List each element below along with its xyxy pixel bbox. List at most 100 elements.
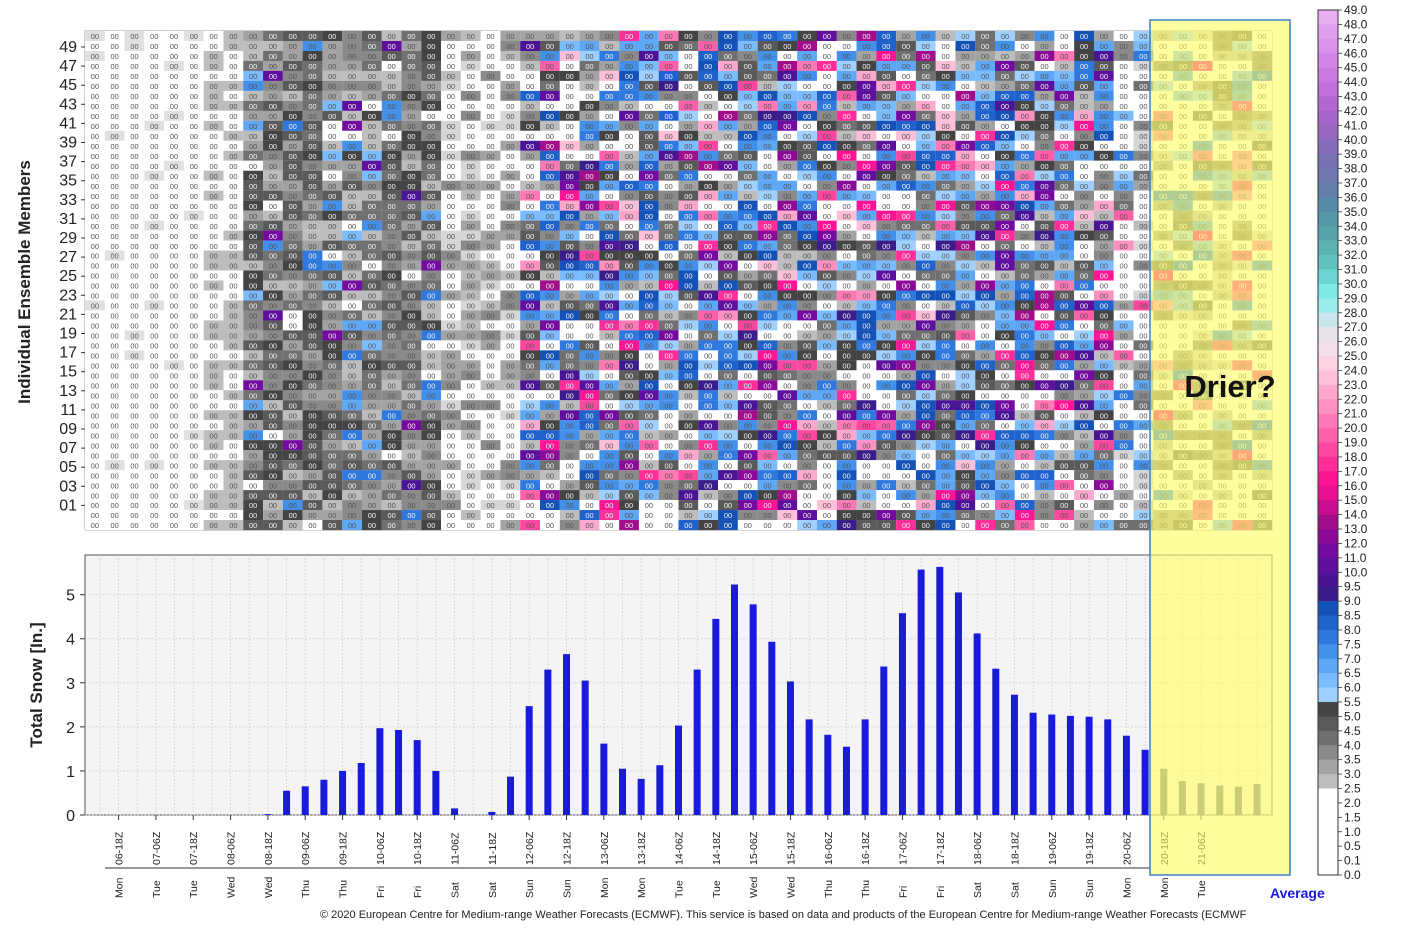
heatmap-cell-label: 00 [447,342,455,351]
heatmap-cell-label: 00 [407,362,415,371]
heatmap-cell-label: 00 [684,112,692,121]
heatmap-cell-label: 00 [1021,292,1029,301]
heatmap-cell-label: 00 [961,122,969,131]
heatmap-cell [342,270,363,281]
heatmap-cell-label: 00 [645,372,653,381]
heatmap-cell [579,130,600,141]
heatmap-cell-label: 00 [862,32,870,41]
heatmap-cell-label: 00 [1001,182,1009,191]
heatmap-cell-label: 00 [566,132,574,141]
heatmap-cell-label: 00 [209,142,217,151]
heatmap-cell [263,160,283,171]
heatmap-cell-label: 00 [645,401,653,410]
heatmap-cell-label: 00 [130,102,138,111]
heatmap-cell [975,220,996,231]
heatmap-cell-label: 00 [744,381,752,390]
heatmap-cell [302,40,323,52]
heatmap-cell [718,130,738,141]
heatmap-cell [737,180,758,191]
heatmap-cell [935,120,956,131]
heatmap-cell-label: 00 [308,42,316,51]
heatmap-cell [1034,160,1055,171]
heatmap-cell [718,120,738,131]
heatmap-cell-label: 00 [229,262,237,271]
heatmap-cell [1133,310,1154,321]
heatmap-cell [223,180,244,191]
heatmap-cell-label: 00 [1139,232,1147,241]
heatmap-cell-label: 00 [486,52,494,61]
heatmap-cell [322,150,343,161]
heatmap-cell-label: 00 [1021,162,1029,171]
heatmap-cell-label: 00 [229,142,237,151]
heatmap-cell-label: 00 [823,352,831,361]
heatmap-cell [955,270,976,281]
heatmap-cell [322,70,343,81]
heatmap-cell-label: 00 [585,32,593,41]
heatmap-cell-label: 00 [229,401,237,410]
heatmap-cell-label: 00 [566,342,574,351]
heatmap-cell [658,150,679,161]
heatmap-cell [1113,270,1134,281]
heatmap-cell-label: 00 [328,391,336,400]
heatmap-cell [777,110,798,121]
heatmap-cell-label: 00 [467,381,475,390]
heatmap-cell-label: 00 [566,32,574,41]
heatmap-cell-label: 00 [170,401,178,410]
heatmap-cell [797,300,818,311]
heatmap-cell [85,200,105,211]
heatmap-cell-label: 00 [328,122,336,131]
heatmap-cell-label: 00 [269,182,277,191]
heatmap-cell-label: 00 [882,62,890,71]
heatmap-cell [480,300,501,311]
heatmap-cell [856,140,877,151]
heatmap-cell [203,150,224,161]
heatmap-cell-label: 00 [566,92,574,101]
heatmap-cell-label: 00 [190,62,198,71]
heatmap-cell [144,80,165,91]
heatmap-cell [737,290,758,301]
heatmap-cell [797,270,818,281]
heatmap-cell-label: 00 [625,411,633,420]
heatmap-cell-label: 00 [625,362,633,371]
heatmap-cell-label: 00 [388,232,396,241]
heatmap-cell-label: 00 [111,312,119,321]
heatmap-cell [421,40,442,52]
heatmap-cell-label: 00 [704,152,712,161]
heatmap-cell-label: 00 [269,162,277,171]
heatmap-cell [1054,60,1075,71]
heatmap-cell-label: 00 [1021,222,1029,231]
heatmap-cell [757,140,778,151]
heatmap-cell-label: 00 [368,391,376,400]
heatmap-cell-label: 00 [724,332,732,341]
heatmap-cell-label: 00 [566,122,574,131]
heatmap-cell [935,230,956,241]
heatmap-cell-label: 00 [1120,222,1128,231]
heatmap-cell [836,60,857,71]
heatmap-cell-label: 00 [368,242,376,251]
heatmap-cell-label: 00 [447,332,455,341]
heatmap-cell-label: 00 [763,391,771,400]
heatmap-cell-label: 00 [130,441,138,450]
heatmap-cell-label: 00 [229,32,237,41]
heatmap-cell-label: 00 [744,182,752,191]
heatmap-cell [282,110,303,121]
heatmap-cell [1034,170,1055,181]
heatmap-cell-label: 00 [368,272,376,281]
heatmap-cell-label: 00 [843,411,851,420]
heatmap-cell-label: 00 [111,162,119,171]
heatmap-cell-label: 00 [704,352,712,361]
heatmap-cell-label: 00 [407,342,415,351]
heatmap-cell-label: 00 [1080,362,1088,371]
heatmap-cell-label: 00 [111,252,119,261]
heatmap-cell-label: 00 [981,142,989,151]
heatmap-cell [718,330,738,341]
heatmap-cell [698,31,719,42]
heatmap-cell [124,220,145,231]
heatmap-cell-label: 00 [882,82,890,91]
heatmap-cell [995,280,1015,291]
heatmap-cell [460,31,481,42]
heatmap-cell-label: 00 [111,172,119,181]
heatmap-cell-label: 00 [388,431,396,440]
heatmap-cell [540,110,560,121]
heatmap-cell-label: 00 [546,122,554,131]
